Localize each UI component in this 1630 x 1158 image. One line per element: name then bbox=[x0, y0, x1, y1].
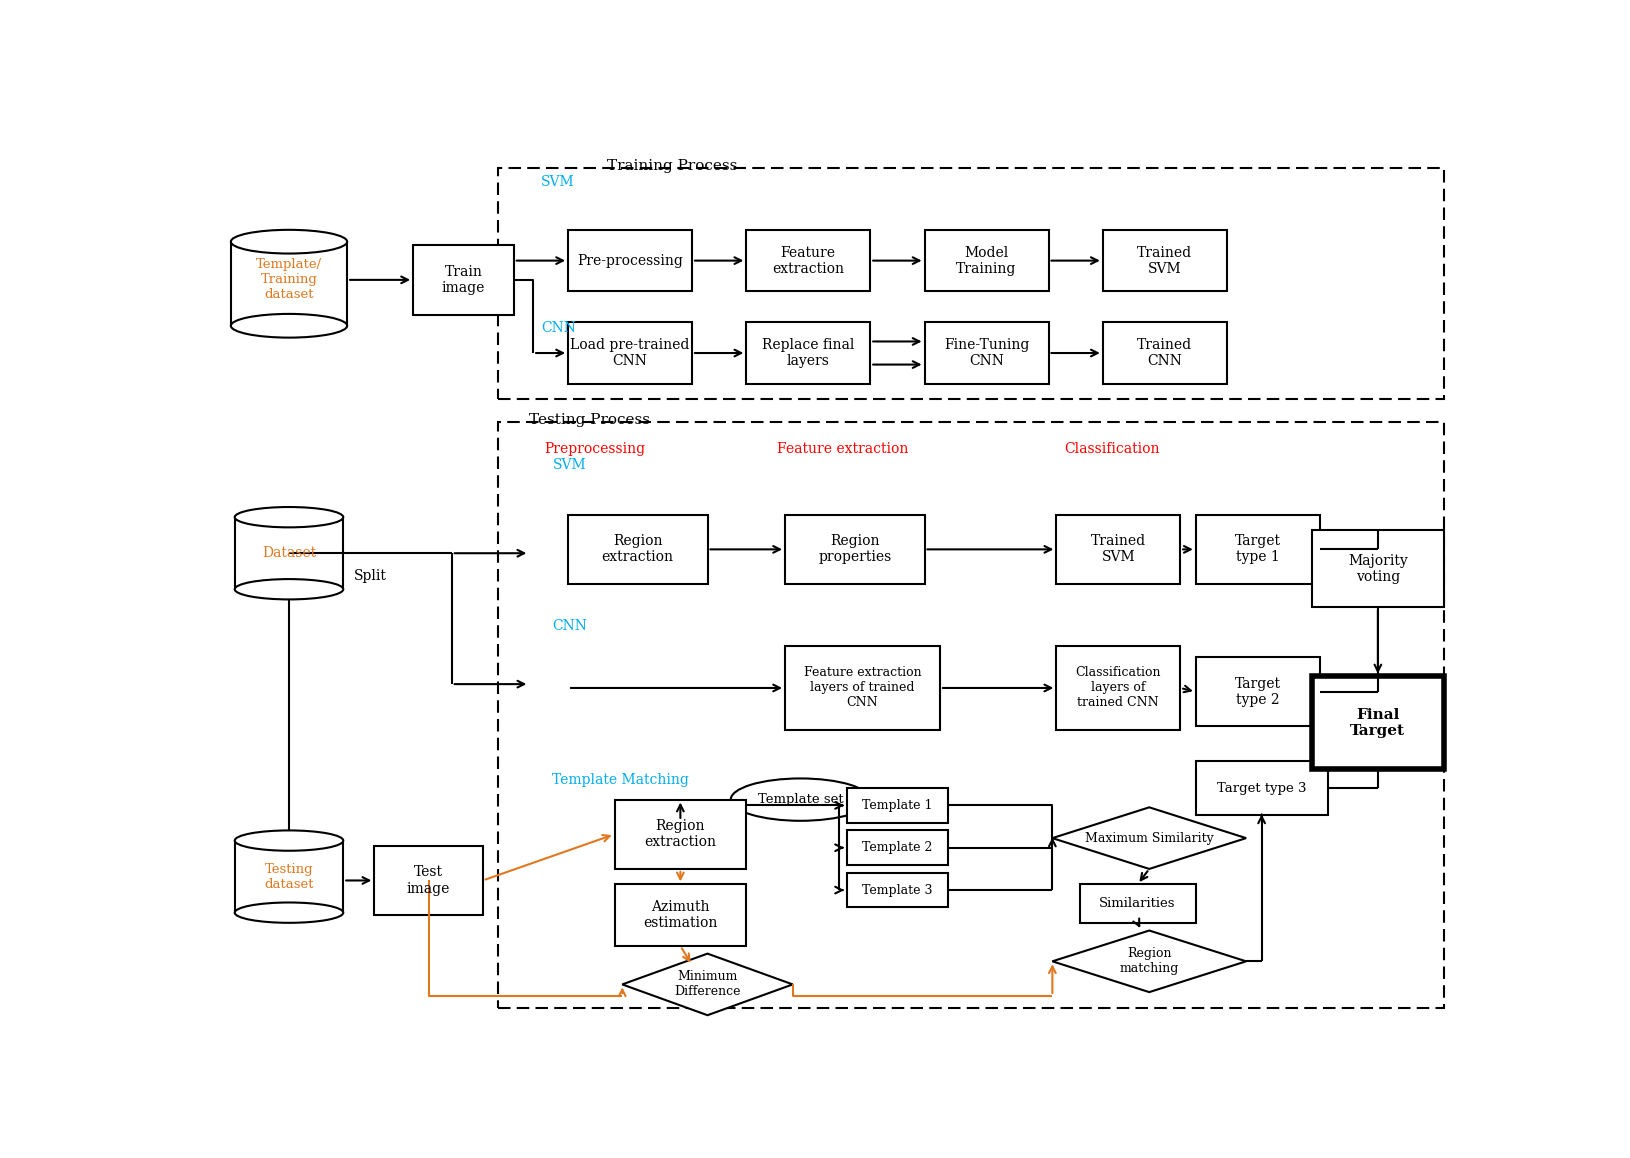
Ellipse shape bbox=[235, 902, 344, 923]
Text: CNN: CNN bbox=[541, 322, 575, 336]
Text: Feature extraction
layers of trained
CNN: Feature extraction layers of trained CNN bbox=[804, 667, 921, 710]
Text: Testing
dataset: Testing dataset bbox=[264, 863, 313, 891]
Text: Split: Split bbox=[354, 570, 386, 584]
FancyBboxPatch shape bbox=[1104, 229, 1227, 292]
Bar bbox=[235, 518, 344, 589]
FancyBboxPatch shape bbox=[567, 229, 693, 292]
Text: Model
Training: Model Training bbox=[957, 245, 1017, 276]
Ellipse shape bbox=[235, 579, 344, 600]
Polygon shape bbox=[623, 954, 792, 1016]
FancyBboxPatch shape bbox=[848, 830, 947, 865]
Text: Maximum Similarity: Maximum Similarity bbox=[1086, 831, 1214, 844]
Text: SVM: SVM bbox=[541, 175, 574, 189]
FancyBboxPatch shape bbox=[1196, 514, 1320, 584]
FancyBboxPatch shape bbox=[747, 322, 870, 383]
FancyBboxPatch shape bbox=[499, 423, 1444, 1007]
FancyBboxPatch shape bbox=[1056, 514, 1180, 584]
Bar bbox=[231, 242, 347, 325]
Text: Testing Process: Testing Process bbox=[530, 413, 650, 427]
FancyBboxPatch shape bbox=[1079, 885, 1196, 923]
Text: Load pre-trained
CNN: Load pre-trained CNN bbox=[570, 338, 689, 368]
Text: Pre-processing: Pre-processing bbox=[577, 254, 683, 267]
Ellipse shape bbox=[231, 229, 347, 254]
Ellipse shape bbox=[235, 507, 344, 527]
Text: Classification: Classification bbox=[1064, 442, 1159, 456]
FancyBboxPatch shape bbox=[924, 229, 1048, 292]
Text: Final
Target: Final Target bbox=[1350, 708, 1405, 738]
Text: Replace final
layers: Replace final layers bbox=[763, 338, 854, 368]
Text: Template 3: Template 3 bbox=[862, 884, 932, 896]
Text: Template set: Template set bbox=[758, 793, 843, 806]
Text: Dataset: Dataset bbox=[262, 547, 316, 560]
Text: Target
type 2: Target type 2 bbox=[1236, 676, 1281, 706]
Text: Majority
voting: Majority voting bbox=[1348, 554, 1408, 584]
FancyBboxPatch shape bbox=[615, 885, 747, 946]
FancyBboxPatch shape bbox=[567, 514, 707, 584]
Ellipse shape bbox=[730, 778, 870, 821]
Text: CNN: CNN bbox=[553, 620, 587, 633]
FancyBboxPatch shape bbox=[412, 245, 513, 315]
Text: Target
type 1: Target type 1 bbox=[1236, 534, 1281, 564]
FancyBboxPatch shape bbox=[786, 646, 941, 731]
Text: Template Matching: Template Matching bbox=[553, 774, 689, 787]
FancyBboxPatch shape bbox=[375, 845, 482, 915]
FancyBboxPatch shape bbox=[1196, 658, 1320, 726]
Text: Train
image: Train image bbox=[442, 265, 486, 295]
Text: Feature
extraction: Feature extraction bbox=[773, 245, 844, 276]
Text: Region
extraction: Region extraction bbox=[601, 534, 673, 564]
Text: Trained
CNN: Trained CNN bbox=[1138, 338, 1192, 368]
Text: Trained
SVM: Trained SVM bbox=[1138, 245, 1192, 276]
Ellipse shape bbox=[235, 830, 344, 851]
Ellipse shape bbox=[231, 314, 347, 338]
FancyBboxPatch shape bbox=[499, 168, 1444, 400]
Text: Region
matching: Region matching bbox=[1120, 947, 1178, 975]
FancyBboxPatch shape bbox=[615, 800, 747, 868]
Text: Azimuth
estimation: Azimuth estimation bbox=[644, 900, 717, 930]
Polygon shape bbox=[1053, 807, 1245, 868]
FancyBboxPatch shape bbox=[924, 322, 1048, 383]
Text: Fine-Tuning
CNN: Fine-Tuning CNN bbox=[944, 338, 1029, 368]
Text: Similarities: Similarities bbox=[1099, 897, 1175, 910]
FancyBboxPatch shape bbox=[1104, 322, 1227, 383]
Text: Preprocessing: Preprocessing bbox=[544, 442, 645, 456]
FancyBboxPatch shape bbox=[567, 322, 693, 383]
FancyBboxPatch shape bbox=[848, 789, 947, 822]
Text: Region
extraction: Region extraction bbox=[644, 819, 716, 849]
Bar bbox=[235, 841, 344, 913]
Polygon shape bbox=[1053, 931, 1245, 992]
FancyBboxPatch shape bbox=[1312, 530, 1444, 607]
FancyBboxPatch shape bbox=[786, 514, 924, 584]
FancyBboxPatch shape bbox=[1056, 646, 1180, 731]
Text: Training Process: Training Process bbox=[606, 159, 737, 173]
FancyBboxPatch shape bbox=[848, 873, 947, 908]
Text: Region
properties: Region properties bbox=[818, 534, 892, 564]
Text: Classification
layers of
trained CNN: Classification layers of trained CNN bbox=[1076, 667, 1161, 710]
Text: Target type 3: Target type 3 bbox=[1218, 782, 1306, 794]
Text: Template 2: Template 2 bbox=[862, 841, 932, 855]
Text: Test
image: Test image bbox=[408, 865, 450, 895]
Text: Template/
Training
dataset: Template/ Training dataset bbox=[256, 258, 323, 301]
Text: Template 1: Template 1 bbox=[862, 799, 932, 812]
Text: SVM: SVM bbox=[553, 457, 587, 471]
Text: Minimum
Difference: Minimum Difference bbox=[675, 970, 740, 998]
Text: Feature extraction: Feature extraction bbox=[778, 442, 908, 456]
FancyBboxPatch shape bbox=[747, 229, 870, 292]
FancyBboxPatch shape bbox=[1196, 761, 1327, 815]
Text: Trained
SVM: Trained SVM bbox=[1090, 534, 1146, 564]
FancyBboxPatch shape bbox=[1312, 676, 1444, 769]
